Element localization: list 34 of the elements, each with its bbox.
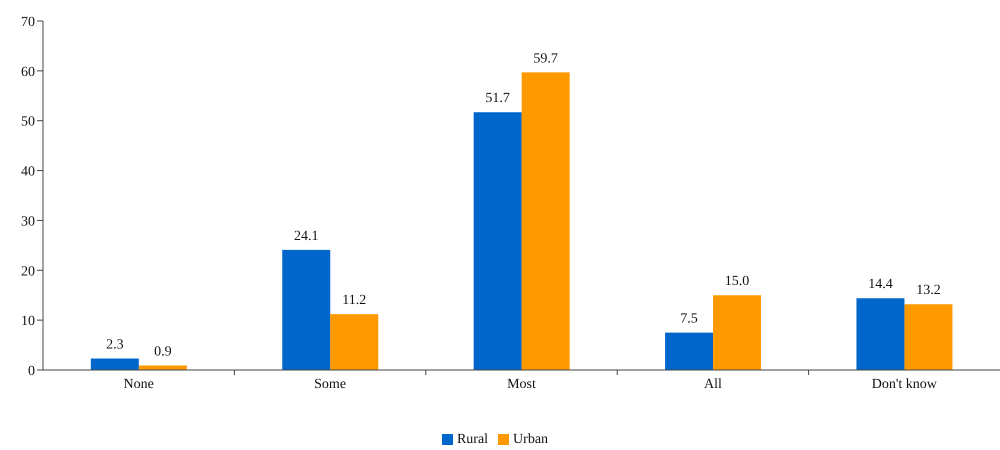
data-label: 15.0	[724, 274, 750, 290]
y-tick-label: 60	[21, 64, 35, 80]
data-label: 11.2	[342, 293, 366, 308]
bar	[904, 304, 952, 370]
y-tick-label: 20	[21, 264, 35, 280]
legend-label: Urban	[513, 432, 548, 447]
bar	[856, 298, 904, 370]
y-tick-label: 0	[28, 364, 35, 379]
x-tick-label: None	[124, 377, 154, 392]
data-label: 51.7	[485, 91, 510, 106]
y-tick-label: 70	[21, 14, 35, 30]
bar	[282, 250, 330, 370]
x-tick-label: Most	[507, 377, 536, 392]
y-tick-label: 50	[21, 114, 35, 130]
bar	[665, 332, 714, 370]
data-label: 14.4	[868, 277, 893, 292]
data-label: 0.9	[154, 344, 172, 360]
data-label: 2.3	[106, 338, 124, 353]
x-tick-label: Don't know	[872, 377, 938, 392]
y-tick-label: 40	[21, 164, 35, 180]
data-label: 24.1	[294, 228, 318, 244]
y-tick-label: 30	[21, 214, 35, 230]
data-label: 59.7	[533, 51, 558, 66]
bar	[330, 314, 378, 370]
data-label: 7.5	[680, 312, 698, 327]
bar	[474, 112, 522, 370]
data-label: 13.2	[916, 283, 941, 298]
legend-label: Rural	[456, 432, 488, 447]
x-tick-label: All	[704, 377, 722, 392]
x-tick-label: Some	[314, 377, 346, 392]
y-tick-label: 10	[21, 314, 35, 330]
bar	[713, 295, 762, 370]
bar	[522, 72, 570, 370]
bar	[90, 358, 139, 370]
